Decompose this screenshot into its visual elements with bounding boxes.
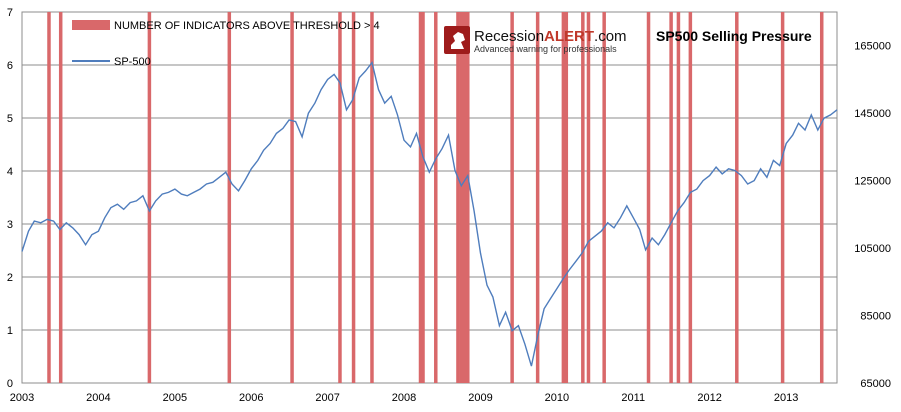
right-axis-tick-label: 165000: [854, 41, 891, 53]
indicator-bar: [581, 12, 585, 383]
indicator-bar: [586, 12, 591, 383]
x-axis-tick-label: 2004: [86, 392, 110, 404]
indicator-bar: [459, 12, 464, 383]
indicator-bar: [421, 12, 425, 383]
right-axis-tick-label: 145000: [854, 108, 891, 120]
plot-area: [21, 11, 838, 384]
logo-tagline: Advanced warning for professionals: [474, 44, 617, 54]
knight-icon: [451, 32, 465, 49]
left-axis-tick-labels: 0 1 2 3 4 5 6 7: [7, 7, 13, 390]
x-axis-tick-label: 2006: [239, 392, 263, 404]
right-axis-tick-label: 105000: [854, 243, 891, 255]
indicator-bar: [780, 12, 785, 383]
indicator-bar: [147, 12, 152, 383]
gridlines: [22, 11, 837, 384]
logo-wordmark: RecessionALERT.com: [474, 28, 627, 45]
indicator-bar: [564, 12, 569, 383]
x-axis-tick-label: 2009: [468, 392, 492, 404]
indicator-bar: [669, 12, 673, 383]
chart-title: SP500 Selling Pressure: [656, 28, 812, 44]
recessionalert-logo: RecessionALERT.com Advanced warning for …: [444, 26, 627, 54]
indicator-bar: [735, 12, 739, 383]
left-axis-tick-label: 5: [7, 113, 13, 125]
left-axis-tick-label: 7: [7, 7, 13, 19]
indicator-bar: [456, 12, 460, 383]
right-axis-tick-label: 125000: [854, 176, 891, 188]
indicator-bar: [418, 12, 423, 383]
left-axis-tick-label: 0: [7, 378, 13, 390]
indicator-bar: [290, 12, 294, 383]
indicator-bar: [819, 12, 824, 383]
x-axis-tick-labels: 2003 2004 2005 2006 2007 2008 2009 2010 2011 2012…: [10, 392, 799, 404]
right-axis-tick-label: 85000: [860, 311, 891, 323]
legend-line-label: SP-500: [114, 56, 151, 68]
indicator-bar: [461, 12, 465, 383]
left-axis-tick-label: 2: [7, 272, 13, 284]
indicator-bar: [535, 12, 540, 383]
indicator-bar: [688, 12, 693, 383]
indicator-bar: [466, 12, 470, 383]
indicator-bar: [370, 12, 374, 383]
indicator-bar: [602, 12, 606, 383]
x-axis-tick-label: 2011: [621, 392, 645, 404]
indicator-bar: [646, 12, 651, 383]
indicator-bar: [227, 12, 232, 383]
left-axis-tick-label: 6: [7, 60, 13, 72]
legend-bar-label: NUMBER OF INDICATORS ABOVE THRESHOLD > 4: [114, 20, 380, 32]
x-axis-tick-label: 2005: [163, 392, 187, 404]
left-axis-tick-label: 4: [7, 166, 13, 178]
legend: NUMBER OF INDICATORS ABOVE THRESHOLD > 4…: [72, 20, 380, 68]
left-axis-tick-label: 1: [7, 325, 13, 337]
indicator-bar: [58, 12, 63, 383]
indicator-bars: [47, 12, 824, 383]
legend-bar-swatch: [72, 20, 110, 30]
indicator-bar: [351, 12, 356, 383]
indicator-bar: [338, 12, 342, 383]
indicator-bar: [463, 12, 468, 383]
x-axis-tick-label: 2007: [315, 392, 339, 404]
x-axis-tick-label: 2010: [545, 392, 569, 404]
right-axis-tick-label: 65000: [860, 378, 891, 390]
indicator-bar: [561, 12, 566, 383]
left-axis-tick-label: 3: [7, 219, 13, 231]
x-axis-tick-label: 2013: [774, 392, 798, 404]
x-axis-tick-label: 2012: [697, 392, 721, 404]
indicator-bar: [434, 12, 438, 383]
indicator-bar: [510, 12, 514, 383]
x-axis-tick-label: 2008: [392, 392, 416, 404]
indicator-bar: [676, 12, 681, 383]
sp500-line: [21, 61, 838, 367]
x-axis-tick-label: 2003: [10, 392, 34, 404]
indicator-bar: [47, 12, 51, 383]
right-axis-tick-labels: 65000 85000 105000 125000 145000 165000: [854, 41, 891, 390]
